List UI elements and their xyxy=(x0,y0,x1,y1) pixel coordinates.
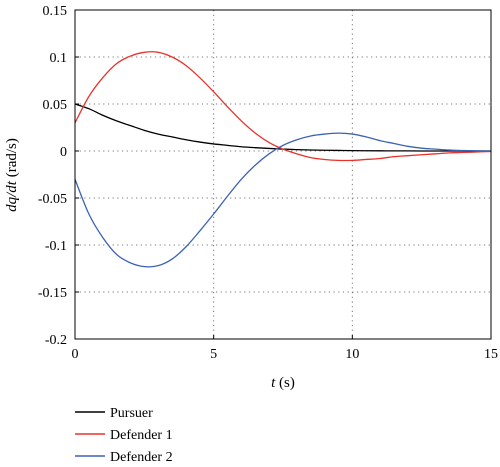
series-line-pursuer xyxy=(74,103,491,152)
grid xyxy=(75,10,491,339)
legend: Pursuer Defender 1 Defender 2 xyxy=(75,406,173,465)
legend-label-defender-2: Defender 2 xyxy=(110,450,173,465)
legend-label-defender-1: Defender 1 xyxy=(110,428,173,443)
y-tick-label: 0.15 xyxy=(43,4,68,19)
y-tick-label: 0.1 xyxy=(50,51,68,66)
y-axis-label: dq/dt (rad/s) xyxy=(4,138,20,212)
series-lines xyxy=(74,51,492,268)
x-tick-label: 10 xyxy=(345,347,359,362)
plot-frame xyxy=(74,9,492,340)
y-tick-label: -0.05 xyxy=(38,192,67,207)
x-tick-label: 5 xyxy=(210,347,217,362)
x-tick-label: 15 xyxy=(484,347,498,362)
x-axis-label: t (s) xyxy=(271,375,295,391)
axis-ticks: 0 5 10 15 0.15 0.1 0.05 0 -0.05 -0.1 -0.15 -0.2 xyxy=(38,4,498,362)
y-tick-label: -0.2 xyxy=(45,333,67,348)
y-tick-label: -0.1 xyxy=(45,239,67,254)
series-line-defender-2 xyxy=(74,132,492,268)
legend-label-pursuer: Pursuer xyxy=(110,406,153,421)
series-line-defender-1 xyxy=(74,51,492,162)
y-tick-label: 0 xyxy=(60,145,67,160)
x-tick-label: 0 xyxy=(72,347,79,362)
y-tick-label: 0.05 xyxy=(43,98,68,113)
y-tick-label: -0.15 xyxy=(38,286,67,301)
